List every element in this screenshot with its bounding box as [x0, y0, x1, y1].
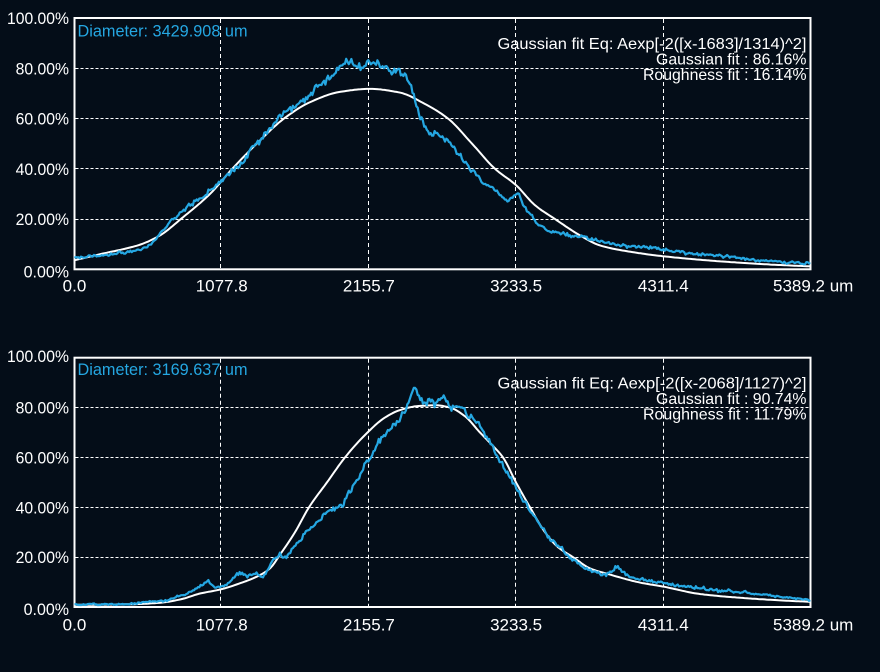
svg-text:60.00%: 60.00%: [16, 110, 69, 129]
svg-text:40.00%: 40.00%: [16, 498, 69, 517]
svg-text:4311.4: 4311.4: [638, 277, 689, 296]
svg-text:Diameter: 3169.637 um: Diameter: 3169.637 um: [78, 360, 248, 379]
svg-text:5389.2 um: 5389.2 um: [773, 277, 853, 296]
svg-text:Gaussian fit Eq: Aexp[-2([x-16: Gaussian fit Eq: Aexp[-2([x-1683]/1314)^…: [498, 36, 807, 53]
svg-text:3233.5: 3233.5: [490, 616, 542, 635]
svg-text:40.00%: 40.00%: [16, 160, 69, 179]
svg-text:100.00%: 100.00%: [7, 9, 69, 28]
svg-text:1077.8: 1077.8: [196, 277, 248, 296]
svg-text:60.00%: 60.00%: [16, 448, 69, 467]
svg-text:0.0: 0.0: [63, 616, 87, 635]
svg-text:20.00%: 20.00%: [16, 210, 69, 229]
svg-text:2155.7: 2155.7: [343, 616, 395, 635]
svg-text:100.00%: 100.00%: [7, 347, 69, 366]
svg-text:0.00%: 0.00%: [24, 263, 69, 282]
svg-text:0.00%: 0.00%: [24, 600, 69, 619]
svg-text:Gaussian fit : 86.16%: Gaussian fit : 86.16%: [656, 52, 807, 69]
svg-text:Gaussian fit : 90.74%: Gaussian fit : 90.74%: [656, 391, 807, 408]
svg-text:Roughness fit : 16.14%: Roughness fit : 16.14%: [643, 67, 807, 84]
svg-text:3233.5: 3233.5: [490, 277, 542, 296]
svg-text:2155.7: 2155.7: [343, 277, 395, 296]
svg-text:80.00%: 80.00%: [16, 59, 69, 78]
svg-text:4311.4: 4311.4: [638, 616, 689, 635]
svg-text:Roughness fit : 11.79%: Roughness fit : 11.79%: [643, 406, 807, 423]
svg-text:0.0: 0.0: [63, 277, 87, 296]
svg-text:80.00%: 80.00%: [16, 399, 69, 418]
svg-text:5389.2 um: 5389.2 um: [773, 616, 853, 635]
svg-text:Gaussian fit Eq: Aexp[-2([x-20: Gaussian fit Eq: Aexp[-2([x-2068]/1127)^…: [498, 375, 807, 392]
svg-text:20.00%: 20.00%: [16, 548, 69, 567]
svg-text:1077.8: 1077.8: [196, 616, 248, 635]
svg-text:Diameter: 3429.908 um: Diameter: 3429.908 um: [78, 21, 248, 40]
